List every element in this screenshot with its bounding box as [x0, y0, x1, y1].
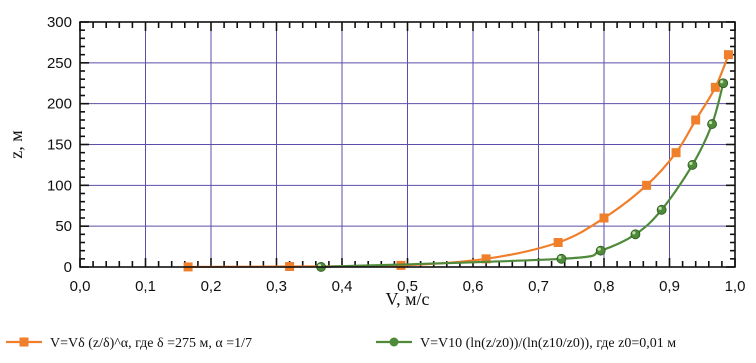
y-tick-label: 250	[47, 55, 72, 72]
data-point	[691, 115, 701, 125]
legend-label: V=Vδ (z/δ)^α, где δ =275 м, α =1/7	[50, 336, 252, 351]
data-point-highlight	[558, 255, 562, 259]
x-tick-label: 0,3	[266, 278, 287, 295]
data-point	[595, 245, 606, 256]
data-point-highlight	[597, 247, 601, 251]
data-point	[553, 238, 563, 247]
data-point	[656, 204, 667, 215]
y-tick-label: 300	[47, 14, 72, 31]
y-tick-label: 200	[47, 96, 72, 113]
series-line	[321, 82, 725, 269]
series-line	[188, 54, 730, 269]
legend-label: V=V10 (ln(z/z0))/(ln(z10/z0)), где z0=0,…	[420, 336, 676, 351]
x-tick-label: 1,0	[725, 278, 746, 295]
x-tick-label: 0,0	[70, 278, 91, 295]
data-point-highlight	[708, 120, 713, 125]
data-point-highlight	[689, 161, 693, 166]
data-point	[718, 78, 729, 89]
data-point	[630, 229, 641, 240]
series-1	[183, 50, 733, 272]
legend-swatch-marker	[19, 337, 29, 347]
data-point-highlight	[632, 231, 636, 235]
y-axis-title: z, м	[6, 130, 26, 158]
data-point	[599, 213, 609, 223]
series-2	[316, 78, 729, 272]
y-tick-label: 50	[55, 218, 72, 235]
data-point	[687, 160, 698, 170]
data-point	[556, 253, 567, 264]
data-point	[481, 254, 491, 264]
x-tick-label: 0,5	[397, 278, 418, 295]
legend-swatch-marker	[389, 337, 399, 347]
data-point	[723, 50, 733, 60]
y-tick-label: 0	[64, 259, 72, 276]
legend-item-2: V=V10 (ln(z/z0))/(ln(z10/z0)), где z0=0,…	[376, 336, 676, 351]
x-tick-label: 0,1	[135, 278, 156, 295]
y-tick-label: 100	[47, 177, 72, 194]
x-tick-label: 0,9	[659, 278, 680, 295]
x-axis-title: V, м/с	[385, 289, 429, 309]
x-tick-label: 0,2	[201, 278, 222, 295]
data-point-highlight	[720, 80, 724, 84]
data-point	[707, 119, 717, 129]
data-point-highlight	[658, 206, 662, 210]
series	[183, 50, 733, 272]
data-point	[710, 82, 720, 92]
x-tick-label: 0,4	[332, 278, 353, 295]
data-point	[671, 148, 681, 158]
tick-labels: 0,0 0,1 0,2 0,3 0,4 0,5 0,6 0,7 0,8 0,9 1,0 0 50 100 1…	[47, 14, 745, 295]
plot-area	[79, 21, 736, 268]
grid	[80, 22, 735, 267]
legend-item-1: V=Vδ (z/δ)^α, где δ =275 м, α =1/7	[6, 336, 252, 351]
x-tick-label: 0,6	[463, 278, 484, 295]
y-tick-label: 150	[47, 137, 72, 154]
x-tick-label: 0,7	[528, 278, 549, 295]
legend: V=Vδ (z/δ)^α, где δ =275 м, α =1/7 V=V10 …	[6, 336, 676, 351]
x-tick-label: 0,8	[594, 278, 615, 295]
data-point	[642, 180, 652, 190]
